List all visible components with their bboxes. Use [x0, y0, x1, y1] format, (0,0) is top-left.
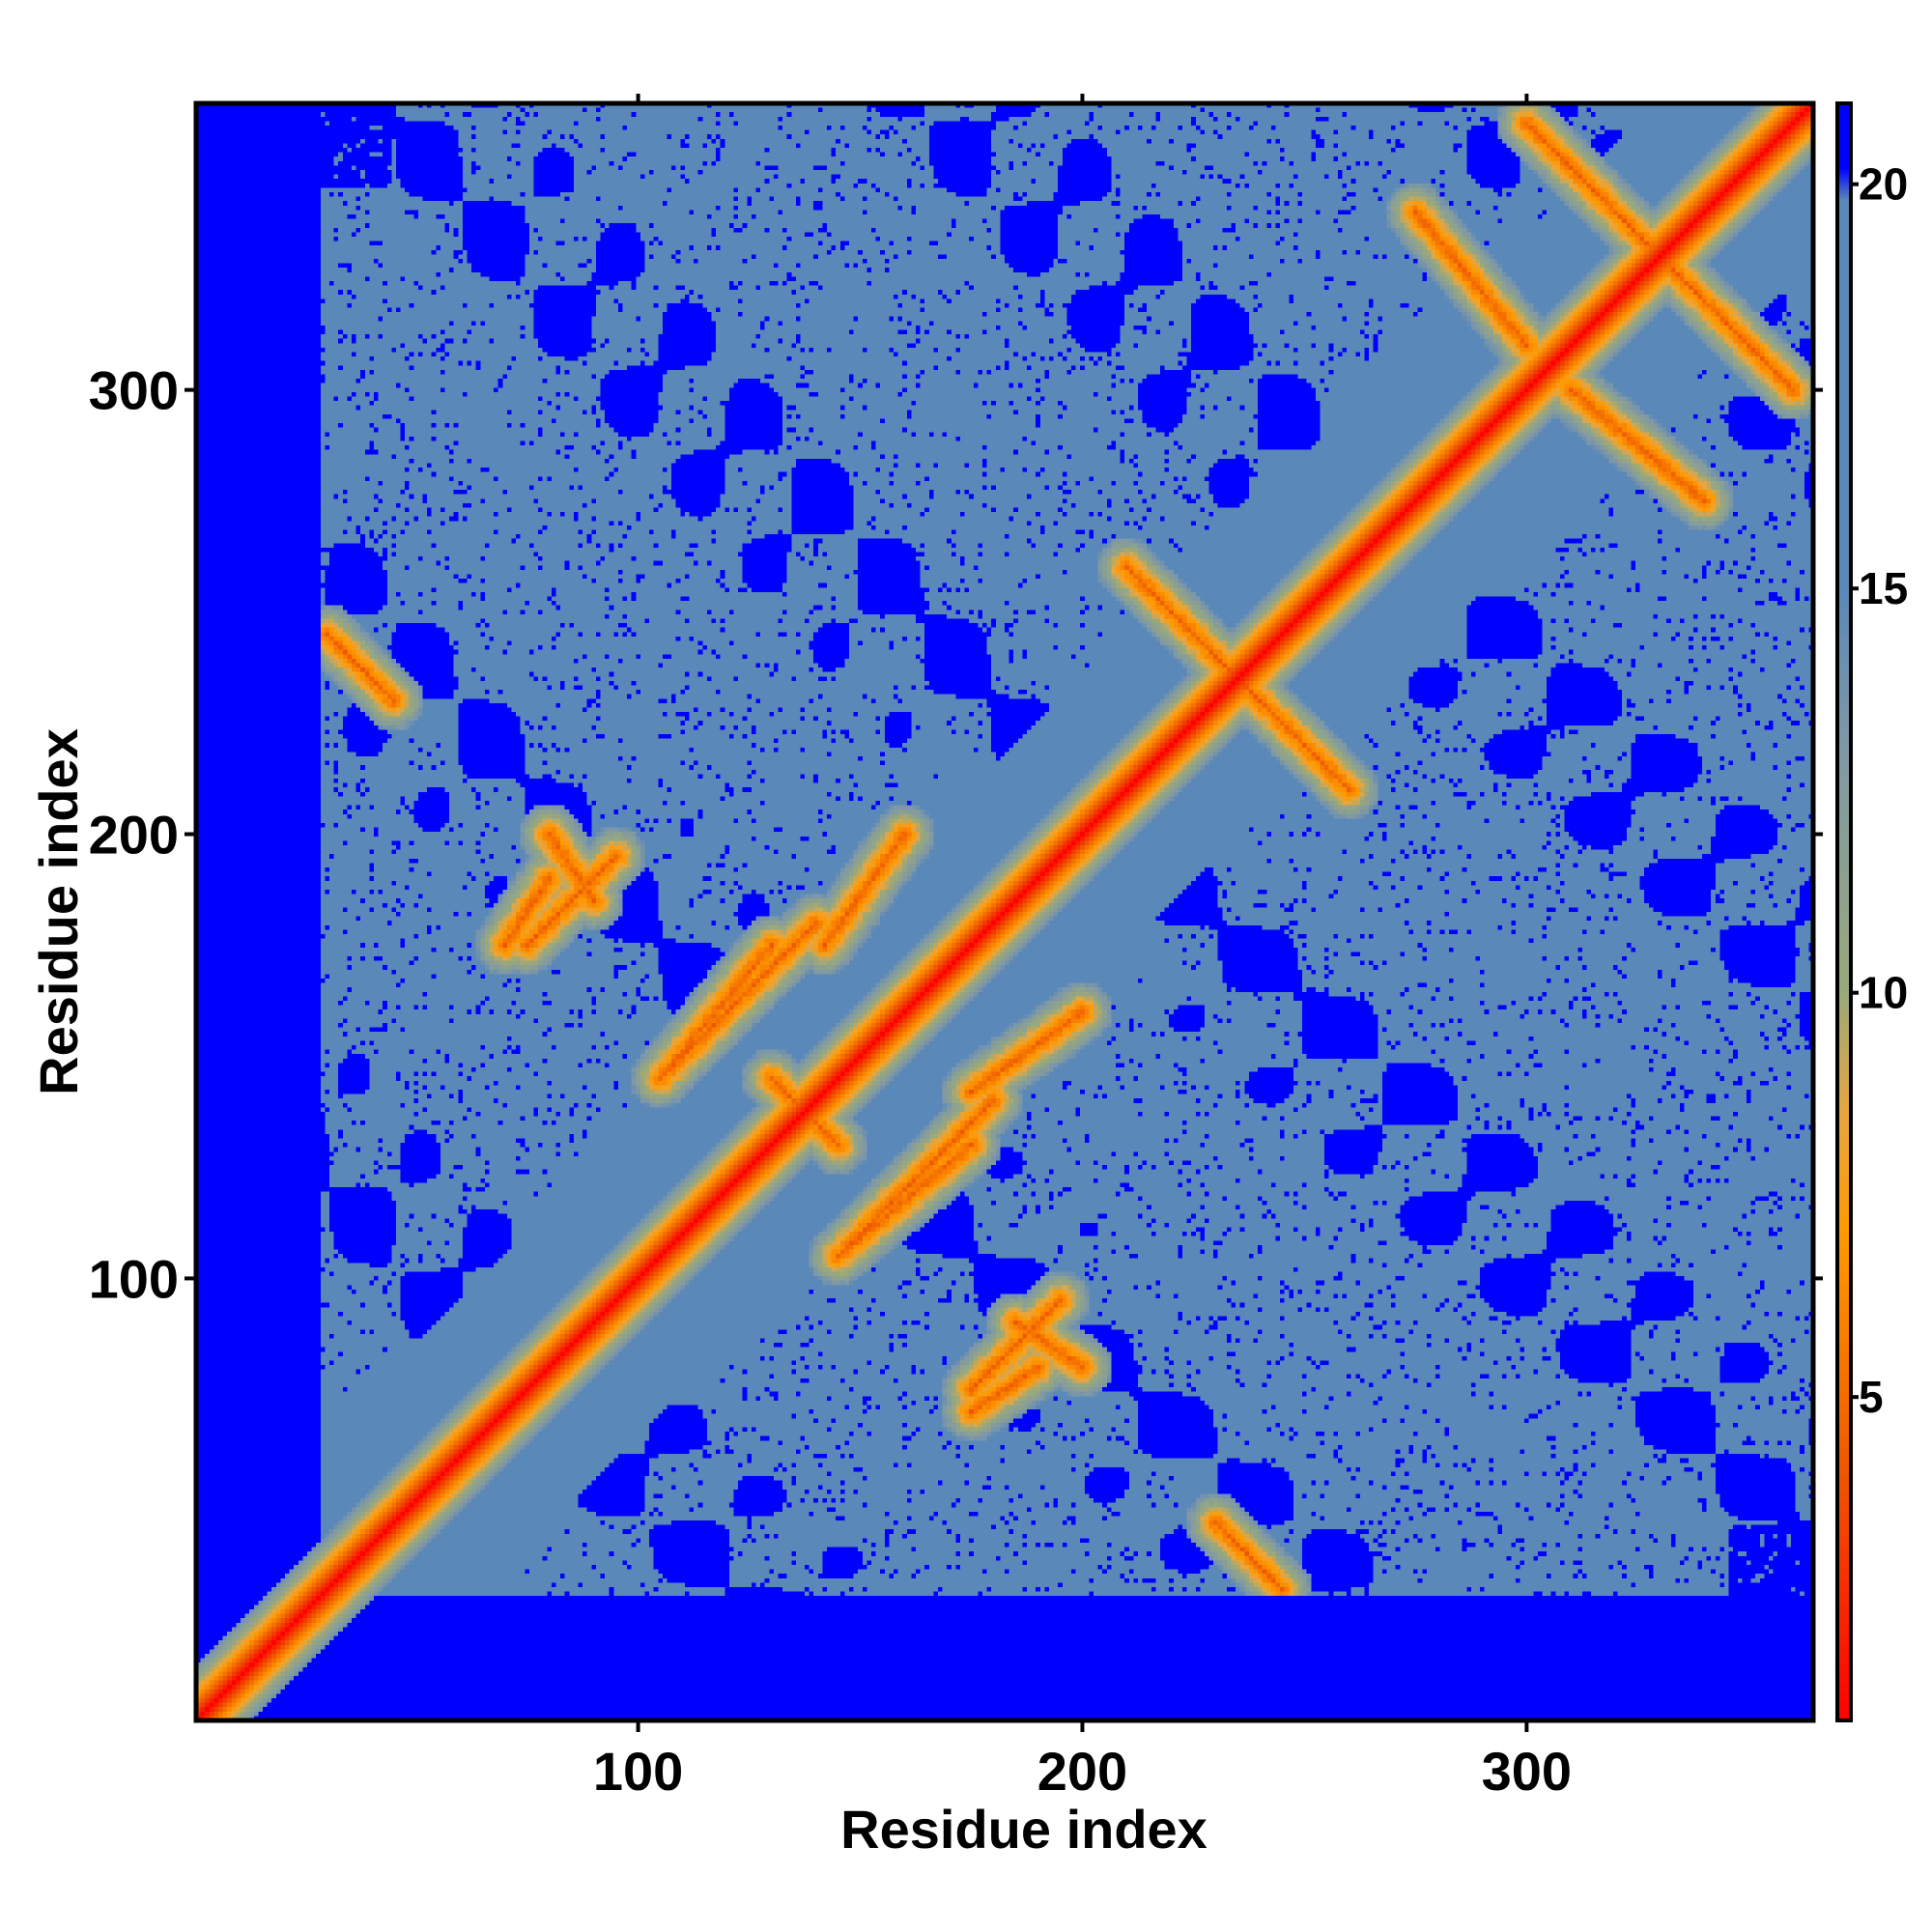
colorbar — [1835, 101, 1853, 1722]
colorbar-tick-label: 10 — [1859, 968, 1908, 1018]
x-tick-label: 200 — [1037, 1741, 1127, 1802]
y-tick-label: 300 — [89, 360, 179, 421]
x-axis-top — [636, 94, 1529, 103]
x-axis-label: Residue index — [840, 1799, 1208, 1860]
y-tick-label: 100 — [89, 1248, 179, 1309]
x-axis: 100 200 300 — [593, 1720, 1572, 1802]
y-axis: 100 200 300 — [89, 360, 196, 1309]
y-axis-label: Residue index — [28, 728, 89, 1095]
colorbar-tick-label: 20 — [1859, 159, 1908, 210]
colorbar-tick-label: 15 — [1859, 563, 1908, 613]
y-tick-label: 200 — [89, 805, 179, 866]
colorbar-tick-label: 5 — [1859, 1372, 1884, 1422]
colorbar-ticks: 5 10 15 20 — [1851, 159, 1908, 1422]
y-axis-right — [1813, 387, 1823, 1281]
heatmap-cells — [196, 103, 1813, 1720]
heatmap-area — [196, 103, 1813, 1720]
plot-frame — [193, 100, 1816, 1723]
x-tick-label: 300 — [1482, 1741, 1572, 1802]
x-tick-label: 100 — [593, 1741, 683, 1802]
